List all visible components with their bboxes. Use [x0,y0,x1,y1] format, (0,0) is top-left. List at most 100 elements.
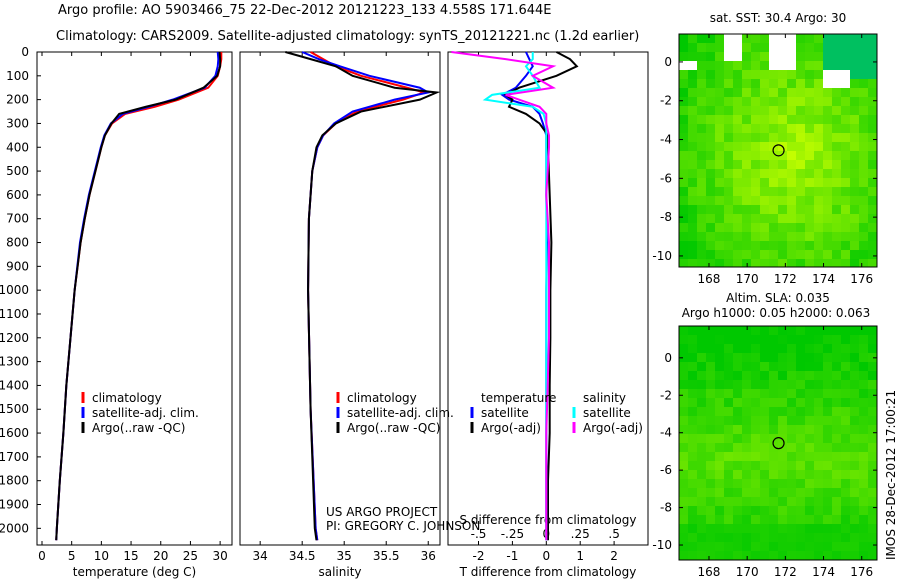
map-cell [868,326,877,335]
map-cell [850,52,859,61]
map-cell [751,142,760,151]
map-cell [742,151,751,160]
map-cell [742,133,751,142]
map-cell [679,344,688,353]
map-cell [823,205,832,214]
map-cell [859,497,868,506]
map-cell [715,362,724,371]
map-cell [742,515,751,524]
map-cell [733,380,742,389]
map-cell [814,434,823,443]
map-cell [778,133,787,142]
map-cell [787,115,796,124]
map-cell [778,61,787,70]
map-cell [724,223,733,232]
map-cell [733,362,742,371]
map-cell [814,115,823,124]
map-cell [706,524,715,533]
map-cell [859,335,868,344]
map-cell [697,443,706,452]
series-line-argo [285,51,441,541]
map-cell [778,106,787,115]
map-cell [679,452,688,461]
map-cell [769,133,778,142]
map-cell [823,124,832,133]
map-cell [706,551,715,560]
lat-tick-label: -2 [660,388,672,402]
map-cell [787,362,796,371]
map-cell [715,187,724,196]
map-cell [814,88,823,97]
map-cell [841,497,850,506]
map-cell [688,259,697,267]
map-cell [769,353,778,362]
map-cell [778,344,787,353]
map-cell [841,70,850,79]
map-cell [805,214,814,223]
map-cell [760,443,769,452]
map-cell [823,259,832,267]
map-cell [715,335,724,344]
map-cell [868,169,877,178]
map-cell [859,344,868,353]
map-cell [778,88,787,97]
map-cell [868,205,877,214]
map-cell [814,461,823,470]
map-cell [823,196,832,205]
map-cell [787,70,796,79]
map-cell [868,88,877,97]
map-cell [823,362,832,371]
map-cell [697,61,706,70]
map-cell [832,470,841,479]
map-cell [850,196,859,205]
map-cell [769,232,778,241]
map-cell [715,70,724,79]
map-cell [841,160,850,169]
map-cell [805,533,814,542]
map-cell [868,97,877,106]
map-cell [733,398,742,407]
map-cell [787,124,796,133]
map-cell [841,124,850,133]
map-cell [778,205,787,214]
map-cell [760,250,769,259]
map-cell [859,61,868,70]
map-cell [823,533,832,542]
map-cell [814,187,823,196]
map-cell [769,79,778,88]
map-cell [742,142,751,151]
map-cell [778,169,787,178]
map-cell [796,353,805,362]
map-cell [715,434,724,443]
x-axis-label: temperature (deg C) [73,565,196,579]
map-cell [841,61,850,70]
map-cell [679,205,688,214]
map-cell [733,344,742,353]
map-cell [751,335,760,344]
map-cell [724,344,733,353]
map-cell [697,133,706,142]
map-cell [859,488,868,497]
map-cell [688,461,697,470]
map-cell [814,214,823,223]
y-tick-label: 900 [6,259,29,273]
map-cell [697,214,706,223]
map-cell [697,79,706,88]
map-cell [796,124,805,133]
map-cell [850,353,859,362]
map-cell [760,178,769,187]
map-cell [724,542,733,551]
x-tick-label: 36 [421,549,436,563]
map-cell [832,223,841,232]
map-cell [751,187,760,196]
map-cell [706,461,715,470]
map-cell [859,205,868,214]
map-cell [706,142,715,151]
map-cell [706,488,715,497]
x-axis-label: T difference from climatology [459,565,637,579]
map-cell [796,115,805,124]
map-cell [814,43,823,52]
map-cell [850,479,859,488]
map-cell [796,380,805,389]
map-cell [796,497,805,506]
